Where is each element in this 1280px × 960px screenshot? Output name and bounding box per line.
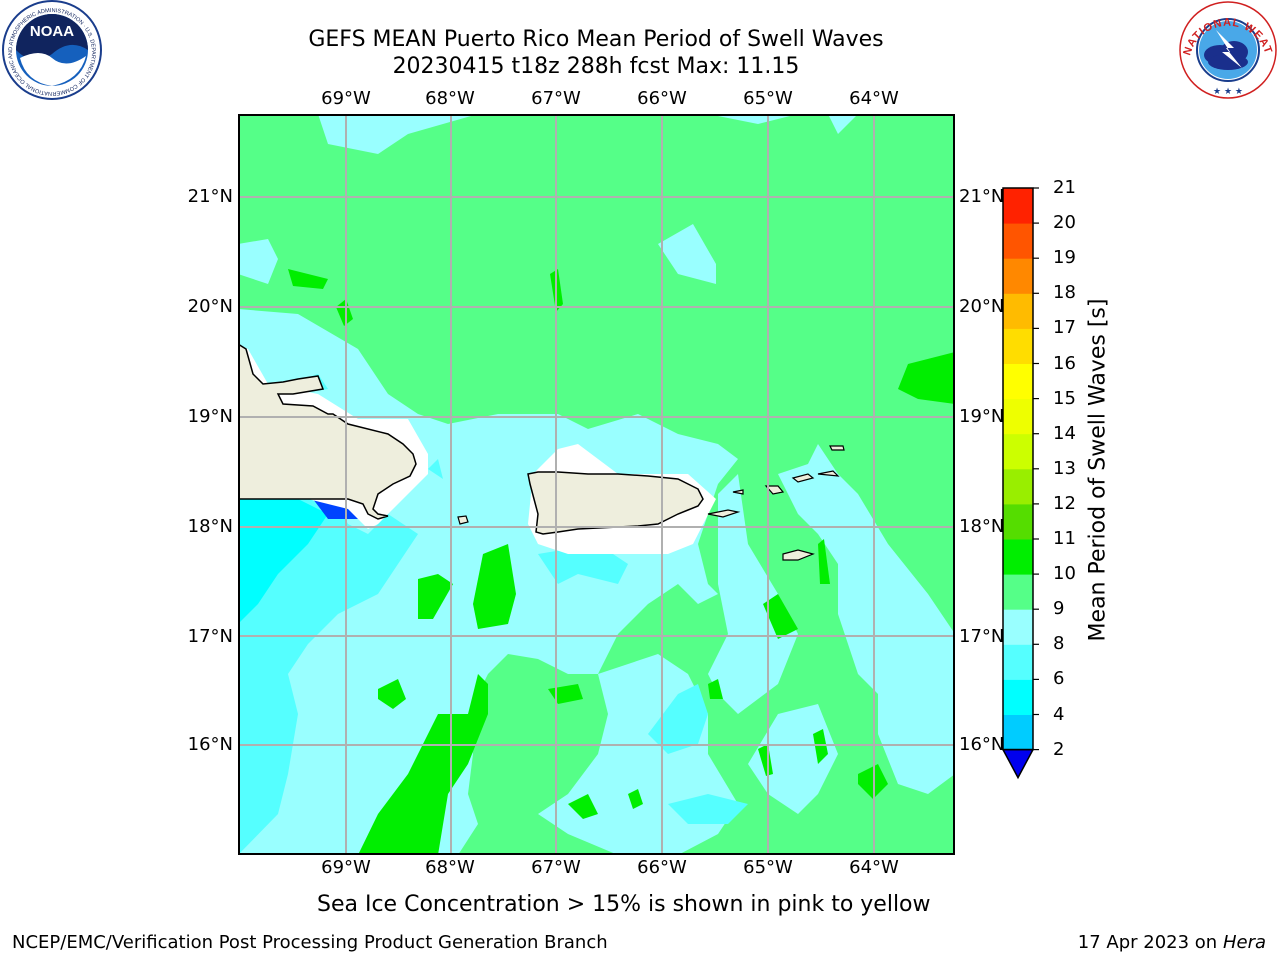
colorbar-band xyxy=(1003,223,1033,259)
field-light-cyan xyxy=(748,704,838,814)
field-cyan xyxy=(428,459,443,479)
lat-label-left: 16°N xyxy=(187,734,233,755)
colorbar-tick-label: 9 xyxy=(1053,598,1065,620)
colorbar-band xyxy=(1003,328,1033,364)
graticule xyxy=(238,114,955,855)
colorbar-tick-label: 11 xyxy=(1053,528,1076,549)
lon-label-bottom: 67°W xyxy=(531,857,581,878)
colorbar-tick-label: 19 xyxy=(1053,247,1076,269)
field-cyan xyxy=(668,794,748,824)
lat-label-right: 21°N xyxy=(959,186,1005,207)
lon-label-top: 64°W xyxy=(849,88,899,109)
field-light-cyan xyxy=(708,114,798,124)
lon-label-top: 69°W xyxy=(321,88,371,109)
colorbar-tick-label: 6 xyxy=(1053,668,1065,690)
lat-label-right: 20°N xyxy=(959,296,1005,317)
lon-label-bottom: 69°W xyxy=(321,857,371,878)
colorbar-tick-label: 21 xyxy=(1053,177,1076,198)
colorbar-tick-label: 8 xyxy=(1053,633,1065,655)
colorbar-tick-label: 10 xyxy=(1053,563,1076,585)
lon-label-top: 65°W xyxy=(743,88,793,109)
colorbar-tick-label: 13 xyxy=(1053,457,1076,479)
colorbar-band xyxy=(1003,574,1033,610)
field-light-cyan xyxy=(658,224,716,284)
lat-label-right: 16°N xyxy=(959,734,1005,755)
field-light-cyan xyxy=(238,239,278,284)
nws-logo: NATIONAL WEATHER SERVICE ★ ★ ★ xyxy=(1176,0,1277,99)
colorbar-tick-label: 12 xyxy=(1053,492,1076,514)
colorbar-tick-label: 16 xyxy=(1053,352,1076,374)
map-subtitle: 20230415 t18z 288h fcst Max: 11.15 xyxy=(392,54,800,79)
colorbar-band xyxy=(1003,468,1033,505)
footer-date-text: 17 Apr 2023 on xyxy=(1077,932,1223,953)
colorbar-band xyxy=(1003,714,1033,751)
map-title: GEFS MEAN Puerto Rico Mean Period of Swe… xyxy=(308,27,884,52)
land-hispaniola xyxy=(238,343,417,520)
colorbar-band xyxy=(1003,503,1033,540)
lat-label-left: 19°N xyxy=(187,406,233,427)
colorbar-band xyxy=(1003,398,1033,435)
lon-label-bottom: 66°W xyxy=(637,857,687,878)
svg-text:★ ★ ★: ★ ★ ★ xyxy=(1213,87,1243,97)
noaa-logo-text: NOAA xyxy=(30,23,74,40)
colorbar-band xyxy=(1003,258,1033,294)
colorbar-tick-label: 14 xyxy=(1053,422,1076,444)
colorbar-band xyxy=(1003,609,1033,645)
lat-label-left: 17°N xyxy=(187,626,233,647)
lat-label-left: 21°N xyxy=(187,186,233,207)
lon-label-bottom: 64°W xyxy=(849,857,899,878)
colorbar-tick-label: 4 xyxy=(1053,703,1065,725)
lat-label-right: 17°N xyxy=(959,626,1005,647)
lon-label-top: 67°W xyxy=(531,88,581,109)
colorbar-tick-label: 15 xyxy=(1053,387,1076,409)
footer-machine: Hera xyxy=(1222,932,1266,953)
colorbar-tick-label: 20 xyxy=(1053,212,1076,234)
colorbar-band xyxy=(1003,433,1033,470)
field-light-cyan xyxy=(708,474,798,714)
colorbar-tick-label: 2 xyxy=(1053,738,1065,760)
lon-label-bottom: 68°W xyxy=(425,857,475,878)
lat-label-left: 18°N xyxy=(187,516,233,537)
field-light-cyan xyxy=(828,114,858,134)
field-bright-green xyxy=(288,269,955,855)
colorbar-tick-label: 17 xyxy=(1053,317,1076,339)
colorbar xyxy=(1001,187,1039,780)
colorbar-band xyxy=(1003,363,1033,400)
sea-ice-note: Sea Ice Concentration > 15% is shown in … xyxy=(317,892,931,917)
colorbar-band xyxy=(1003,539,1033,575)
colorbar-tick-label: 18 xyxy=(1053,282,1076,304)
lon-label-top: 66°W xyxy=(637,88,687,109)
lon-label-bottom: 65°W xyxy=(743,857,793,878)
lat-label-right: 18°N xyxy=(959,516,1005,537)
colorbar-label: Mean Period of Swell Waves [s] xyxy=(1085,298,1111,642)
colorbar-band xyxy=(1003,644,1033,680)
field-aqua xyxy=(238,499,328,624)
lat-label-right: 19°N xyxy=(959,406,1005,427)
field-cyan xyxy=(238,494,418,855)
footer-branch: NCEP/EMC/Verification Post Processing Pr… xyxy=(12,932,608,953)
noaa-logo: NOAA NATIONAL OCEANIC AND ATMOSPHERIC AD… xyxy=(0,0,102,100)
lon-label-top: 68°W xyxy=(425,88,475,109)
footer-date: 17 Apr 2023 on Hera xyxy=(1078,932,1266,954)
swell-period-map xyxy=(238,114,955,855)
colorbar-band xyxy=(1003,293,1033,329)
field-light-cyan xyxy=(238,114,478,154)
colorbar-band xyxy=(1003,679,1033,715)
field-light-cyan xyxy=(778,444,955,794)
lat-label-left: 20°N xyxy=(187,296,233,317)
colorbar-under-arrow xyxy=(1001,748,1035,780)
map-frame xyxy=(238,114,955,855)
land-puerto-rico xyxy=(527,471,704,535)
colorbar-band xyxy=(1003,188,1033,224)
land-virgin-islands xyxy=(707,445,845,561)
land-islet xyxy=(457,515,469,525)
